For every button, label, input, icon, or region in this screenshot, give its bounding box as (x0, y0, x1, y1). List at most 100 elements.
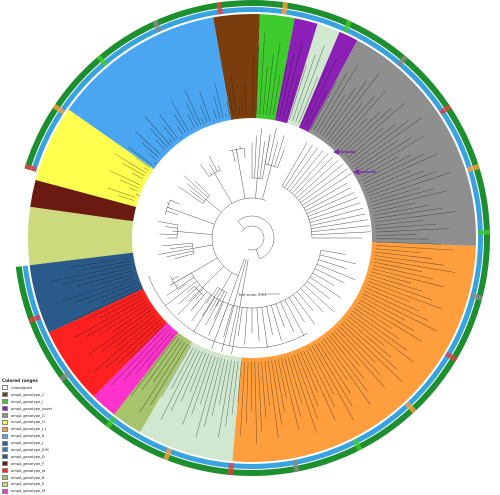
legend-swatch (2, 434, 8, 439)
legend-label: ompA_genotype_G (11, 414, 45, 418)
legend-label: ompA_genotype_Ja (11, 469, 45, 473)
branch (297, 160, 339, 197)
branch (218, 165, 220, 170)
branch (311, 214, 366, 226)
legend-item: ompA_genotype_E/M (2, 447, 122, 454)
legend-swatch (2, 468, 8, 473)
ring-marker (478, 230, 490, 235)
branch (196, 293, 201, 299)
legend-swatch (2, 392, 8, 397)
legend-label: ompA_genotype_B (11, 476, 45, 480)
branch (236, 149, 237, 154)
legend-item: Unassigned (2, 385, 122, 392)
scale-bar-label: Tree scale: 0.01 (237, 293, 266, 297)
legend-label: Unassigned (11, 386, 32, 390)
legend-swatch (2, 420, 8, 425)
branch (187, 286, 195, 292)
legend-label: ompA_genotype_I (11, 400, 43, 404)
branch-arc (282, 186, 312, 238)
branch (293, 295, 315, 325)
branch (210, 173, 211, 175)
branch (184, 176, 208, 198)
legend-label: ompA_genotype_E (11, 482, 44, 486)
branch (290, 150, 323, 191)
legend-item: ompA_genotype_D (2, 453, 122, 460)
branch (312, 226, 370, 232)
branch (187, 183, 206, 199)
branch (165, 227, 177, 229)
branch (215, 173, 233, 203)
branch (280, 302, 293, 332)
branch (244, 148, 245, 158)
branch (224, 305, 233, 337)
legend-title: Colored ranges (2, 378, 122, 383)
branch (170, 200, 179, 204)
branch (166, 211, 178, 215)
legend-swatch (2, 461, 8, 466)
branch (313, 273, 335, 286)
branch (176, 285, 178, 286)
branch (221, 259, 246, 352)
branch (245, 308, 248, 345)
legend-item: ompA_genotype_G (2, 412, 122, 419)
branch (158, 222, 178, 225)
branch-arc (203, 196, 210, 204)
legend-item: ompA_genotype_C (2, 391, 122, 398)
branch (267, 306, 273, 334)
branch (167, 207, 172, 209)
branch (317, 264, 355, 279)
legend-item: ompA_genotype_L1 (2, 426, 122, 433)
branch (212, 259, 245, 349)
legend-swatch (2, 489, 8, 494)
branch-arc (242, 226, 264, 250)
branch (320, 255, 356, 264)
branch-arc (212, 198, 266, 276)
legend-item: ompA_genotype_F (2, 460, 122, 467)
legend-swatch (2, 441, 8, 446)
legend-item: ompA_genotype_novel (2, 405, 122, 412)
branch (308, 198, 357, 217)
legend-label: ompA_genotype_M (11, 489, 45, 493)
legend-label: ompA_genotype_C (11, 393, 45, 397)
branch (271, 305, 281, 341)
branch (170, 283, 174, 286)
branch (222, 273, 232, 290)
legend-item: ompA_genotype_Ja (2, 467, 122, 474)
branch (210, 290, 223, 312)
branch (285, 145, 313, 188)
branch (294, 157, 333, 196)
branch (276, 304, 285, 327)
branch (315, 269, 345, 283)
legend-swatch (2, 385, 8, 390)
branch (238, 221, 244, 229)
branch (158, 248, 192, 254)
branch (305, 188, 350, 211)
legend-swatch (2, 399, 8, 404)
branch (319, 260, 347, 269)
branch (209, 156, 217, 172)
branch (193, 245, 213, 248)
branch (210, 164, 215, 173)
legend-item: ompA_genotype_M (2, 488, 122, 495)
legend-item: ompA_genotype_J (2, 440, 122, 447)
branch (206, 199, 221, 212)
legend-swatch (2, 447, 8, 452)
legend: Colored ranges Unassigned ompA_genotype_C… (2, 378, 122, 495)
legend-label: ompA_genotype_F (11, 462, 44, 466)
legend-swatch (2, 413, 8, 418)
branch (167, 251, 194, 257)
branch (162, 243, 192, 246)
legend-label: ompA_genotype_J (11, 441, 43, 445)
branch (188, 291, 199, 302)
branch (178, 285, 200, 304)
branch (262, 307, 268, 348)
legend-swatch (2, 427, 8, 432)
legend-item: ompA_genotype_E (2, 481, 122, 488)
branch (233, 150, 236, 162)
legend-label: ompA_genotype_novel (11, 407, 52, 411)
branch (275, 135, 285, 166)
branch (257, 308, 259, 341)
branch (178, 186, 203, 203)
branch (321, 250, 346, 254)
branch (302, 173, 351, 205)
